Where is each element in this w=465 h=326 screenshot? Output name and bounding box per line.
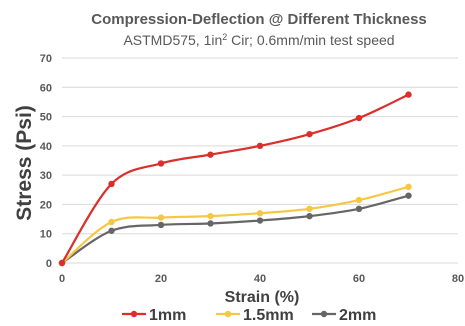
legend-marker-2mm — [320, 310, 328, 318]
y-tick-label: 60 — [40, 82, 52, 94]
x-tick-label: 20 — [155, 273, 167, 285]
legend-label-2mm: 2mm — [339, 307, 376, 324]
subtitle-superscript: 2 — [222, 32, 227, 42]
x-tick-label: 60 — [353, 273, 365, 285]
subtitle-suffix: Cir; 0.6mm/min test speed — [227, 32, 394, 48]
y-tick-label: 70 — [40, 53, 52, 65]
x-tick-label: 0 — [59, 273, 65, 285]
data-point-1mm — [306, 130, 313, 138]
legend-item-15mm: 1.5mm — [216, 307, 294, 324]
data-point-15mm — [256, 210, 264, 217]
legend-item-2mm: 2mm — [312, 307, 376, 324]
data-point-2mm — [157, 221, 165, 229]
chart-subtitle: ASTMD575, 1in2 Cir; 0.6mm/min test speed — [123, 32, 394, 48]
legend-marker-1mm — [130, 310, 138, 318]
subtitle-prefix: ASTMD575, 1in — [123, 32, 222, 48]
legend-label-15mm: 1.5mm — [243, 307, 294, 324]
data-point-2mm — [256, 217, 264, 224]
data-point-2mm — [306, 212, 313, 220]
data-point-15mm — [405, 183, 412, 191]
data-point-1mm — [405, 91, 412, 98]
data-point-1mm — [108, 180, 115, 188]
y-tick-label: 30 — [40, 170, 52, 182]
plot-area — [58, 91, 412, 267]
series-1mm — [58, 91, 412, 267]
y-axis-ticks: 0 10 20 30 40 50 60 70 — [40, 53, 52, 270]
chart-title: Compression-Deflection @ Different Thick… — [91, 11, 427, 28]
data-point-15mm — [108, 218, 115, 226]
x-axis-title: Strain (%) — [225, 289, 300, 306]
data-point-15mm — [355, 196, 363, 204]
series-2mm — [58, 192, 412, 267]
x-tick-label: 80 — [452, 273, 464, 285]
legend-label-1mm: 1mm — [149, 307, 186, 324]
y-axis-title: Stress (Psi) — [13, 105, 36, 221]
data-point-2mm — [108, 227, 115, 234]
gridlines — [62, 57, 458, 264]
data-point-1mm — [256, 142, 264, 150]
legend: 1mm 1.5mm 2mm — [122, 307, 376, 324]
data-point-1mm — [157, 160, 165, 167]
x-axis-ticks: 0 20 40 60 80 — [59, 273, 464, 285]
legend-item-1mm: 1mm — [122, 307, 186, 324]
data-point-1mm — [207, 151, 214, 158]
y-tick-label: 0 — [46, 258, 52, 270]
data-point-1mm — [355, 114, 363, 122]
data-point-15mm — [157, 214, 165, 221]
series-line-2mm — [61, 194, 409, 264]
y-tick-label: 20 — [40, 199, 52, 211]
data-point-1mm — [58, 259, 66, 267]
data-point-15mm — [306, 205, 313, 213]
y-tick-label: 50 — [40, 112, 52, 124]
data-point-2mm — [207, 220, 214, 227]
y-tick-label: 40 — [40, 141, 52, 153]
data-point-2mm — [405, 192, 412, 199]
data-point-2mm — [355, 205, 363, 213]
series-15mm — [58, 183, 412, 267]
data-point-15mm — [207, 212, 214, 220]
y-tick-label: 10 — [40, 229, 52, 241]
legend-marker-15mm — [224, 310, 232, 318]
x-tick-label: 40 — [254, 273, 266, 285]
